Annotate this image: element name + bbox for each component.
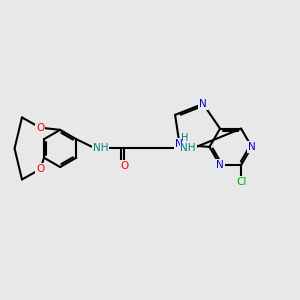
Text: N: N [248, 142, 256, 152]
Text: O: O [121, 161, 129, 171]
Text: Cl: Cl [236, 177, 246, 187]
Text: O: O [36, 164, 44, 174]
Text: N: N [199, 99, 207, 109]
Text: N: N [175, 139, 183, 149]
Text: N: N [216, 160, 224, 170]
Text: O: O [36, 123, 44, 133]
Text: H: H [181, 134, 188, 143]
Text: NH: NH [180, 143, 196, 154]
Text: NH: NH [93, 143, 108, 154]
